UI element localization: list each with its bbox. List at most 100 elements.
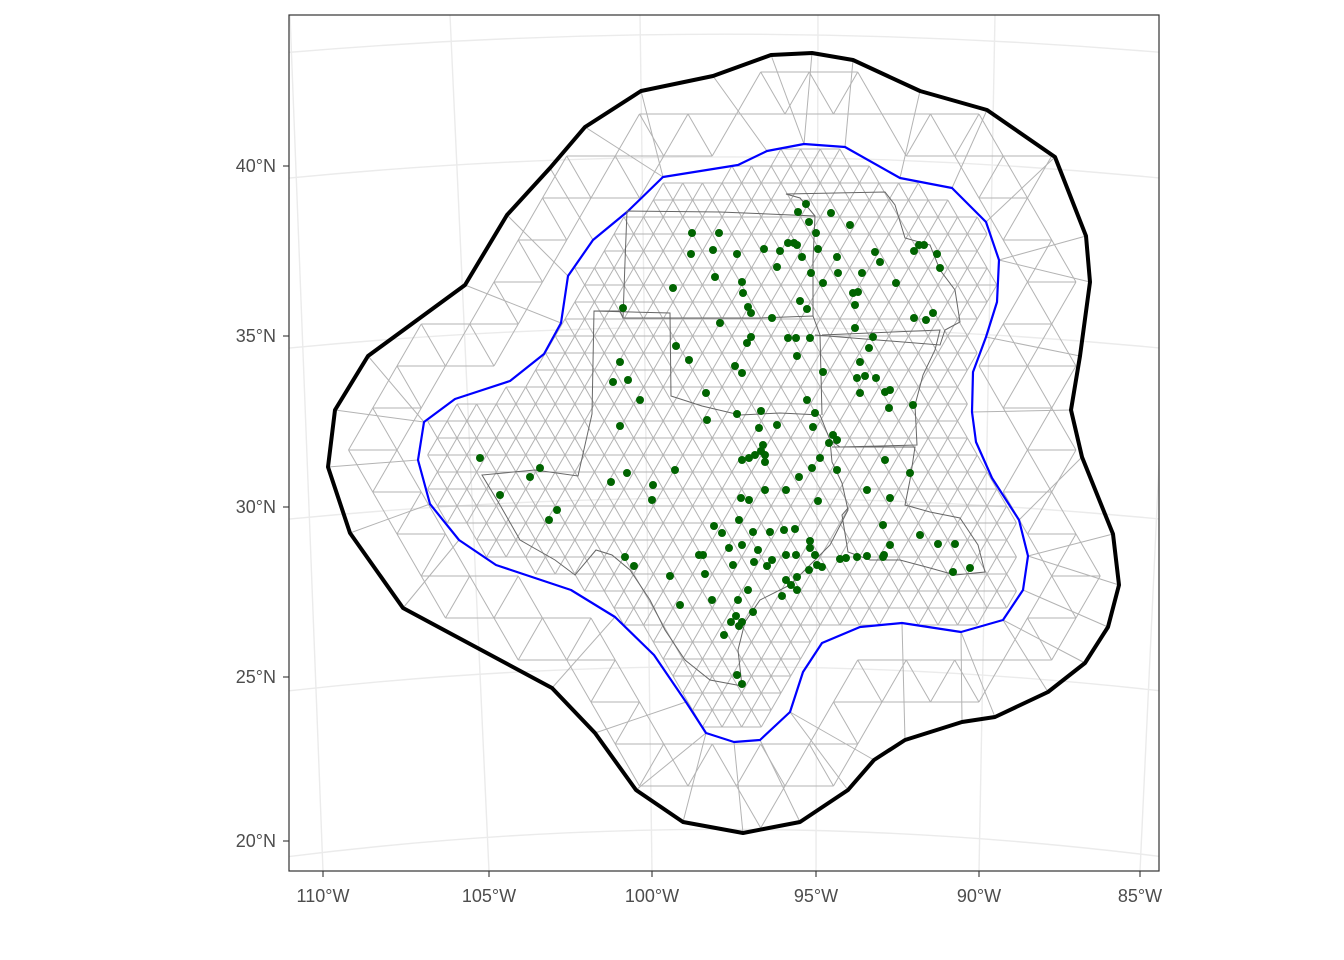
station-point [609, 378, 617, 386]
station-point [808, 464, 816, 472]
station-point [754, 546, 762, 554]
station-point [906, 469, 914, 477]
station-point [709, 246, 717, 254]
station-point [812, 229, 820, 237]
lon-tick-label: 85°W [1118, 886, 1162, 906]
meridian-line [639, 15, 653, 871]
station-point [833, 466, 841, 474]
station-point [701, 570, 709, 578]
station-point [630, 562, 638, 570]
triangular-mesh [327, 52, 1120, 834]
station-point [798, 253, 806, 261]
outer-boundary [326, 51, 1121, 835]
station-point [853, 553, 861, 561]
station-point [672, 342, 680, 350]
station-point [811, 409, 819, 417]
station-point [816, 454, 824, 462]
station-point [784, 239, 792, 247]
parallel-line [289, 33, 1159, 54]
station-point [738, 278, 746, 286]
station-point [836, 555, 844, 563]
station-point [792, 551, 800, 559]
station-point [814, 497, 822, 505]
station-point [920, 241, 928, 249]
station-point [807, 269, 815, 277]
meridian-line [449, 15, 490, 871]
station-point [802, 200, 810, 208]
station-point [685, 356, 693, 364]
meridian-line [289, 15, 324, 871]
station-point [872, 374, 880, 382]
lon-tick-label: 110°W [297, 886, 350, 906]
station-point [761, 458, 769, 466]
station-point [607, 478, 615, 486]
station-point [669, 284, 677, 292]
station-point [886, 386, 894, 394]
station-point [676, 601, 684, 609]
panel-background [289, 15, 1159, 871]
station-point [833, 436, 841, 444]
station-point [922, 316, 930, 324]
station-point [787, 581, 795, 589]
station-point [833, 253, 841, 261]
station-point [703, 416, 711, 424]
station-point [621, 553, 629, 561]
station-point [763, 562, 771, 570]
station-point [782, 486, 790, 494]
station-point [745, 496, 753, 504]
station-point [727, 618, 735, 626]
station-point [536, 464, 544, 472]
station-point [749, 608, 757, 616]
station-point [806, 537, 814, 545]
station-point [761, 451, 769, 459]
station-point [766, 528, 774, 536]
station-point [851, 324, 859, 332]
lon-tick-label: 95°W [794, 886, 838, 906]
station-point [688, 229, 696, 237]
station-point [795, 473, 803, 481]
station-point [619, 304, 627, 312]
station-point [819, 368, 827, 376]
station-point [805, 218, 813, 226]
station-point [782, 576, 790, 584]
station-point [743, 339, 751, 347]
parallel-line [289, 326, 1159, 349]
inner-boundary [416, 142, 1030, 744]
station-point [496, 491, 504, 499]
station-point [733, 671, 741, 679]
station-point [834, 269, 842, 277]
station-point [910, 314, 918, 322]
lat-tick-label: 25°N [236, 667, 276, 687]
station-point [796, 297, 804, 305]
station-point [687, 250, 695, 258]
station-point [738, 618, 746, 626]
station-point [553, 506, 561, 514]
state-border-missouri [785, 191, 961, 346]
station-point [744, 303, 752, 311]
station-point [623, 469, 631, 477]
lat-tick-label: 40°N [236, 156, 276, 176]
station-point [695, 551, 703, 559]
latitude-axis: 40°N 35°N 30°N 25°N 20°N [236, 156, 289, 851]
station-point [861, 372, 869, 380]
station-point [780, 526, 788, 534]
station-point [916, 531, 924, 539]
station-point [761, 486, 769, 494]
parallel-line [289, 156, 1159, 179]
station-point [739, 289, 747, 297]
parallel-line [289, 665, 1159, 692]
station-point [792, 334, 800, 342]
station-point [773, 263, 781, 271]
station-point [738, 369, 746, 377]
station-point [624, 376, 632, 384]
station-point [778, 592, 786, 600]
station-point [886, 541, 894, 549]
station-point [803, 305, 811, 313]
lat-tick-label: 20°N [236, 831, 276, 851]
station-point [751, 451, 759, 459]
station-point [881, 456, 889, 464]
station-point [803, 396, 811, 404]
station-point [929, 309, 937, 317]
station-point [869, 333, 877, 341]
